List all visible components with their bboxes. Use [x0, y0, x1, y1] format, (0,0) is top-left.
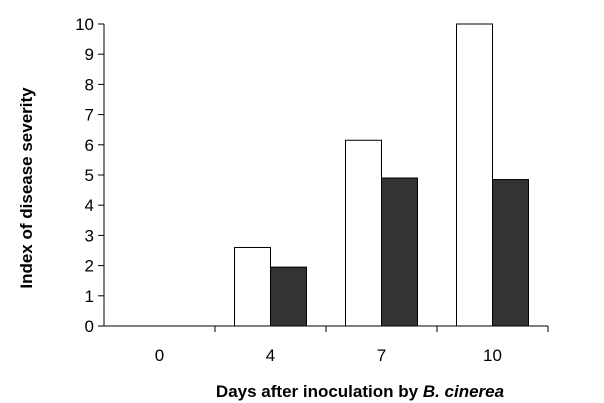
bar-series-1-category-4 [234, 246, 271, 327]
y-tick-label: 7 [85, 106, 94, 125]
y-ticks-group: 0 1 2 3 4 5 6 7 8 9 10 [75, 15, 104, 336]
y-tick-label: 10 [75, 15, 94, 34]
y-tick-label: 8 [85, 75, 94, 94]
bar-series-1-category-10 [456, 23, 493, 327]
y-tick-label: 0 [85, 317, 94, 336]
y-tick-label: 9 [85, 45, 94, 64]
x-tick-label: 4 [266, 346, 275, 365]
bar-series-2-category-4 [270, 266, 307, 327]
y-tick-label: 3 [85, 226, 94, 245]
bar-series-1-category-7 [345, 139, 382, 327]
y-tick-label: 4 [85, 196, 94, 215]
bar-series-2-category-7 [381, 177, 418, 327]
x-axis-title: Days after inoculation by B. cinerea [216, 382, 504, 401]
y-tick-label: 6 [85, 136, 94, 155]
bar-series-2-category-10 [492, 179, 529, 327]
x-ticks-group: 0 4 7 10 [155, 326, 549, 365]
x-tick-label: 7 [377, 346, 386, 365]
x-axis-title-main: Days after inoculation by [216, 382, 423, 401]
y-tick-label: 5 [85, 166, 94, 185]
x-tick-label: 10 [483, 346, 502, 365]
x-tick-label: 0 [155, 346, 164, 365]
bars-group [234, 23, 529, 327]
y-tick-label: 2 [85, 257, 94, 276]
y-axis-title: Index of disease severity [17, 87, 36, 289]
y-tick-label: 1 [85, 287, 94, 306]
x-axis-title-italic: B. cinerea [423, 382, 504, 401]
